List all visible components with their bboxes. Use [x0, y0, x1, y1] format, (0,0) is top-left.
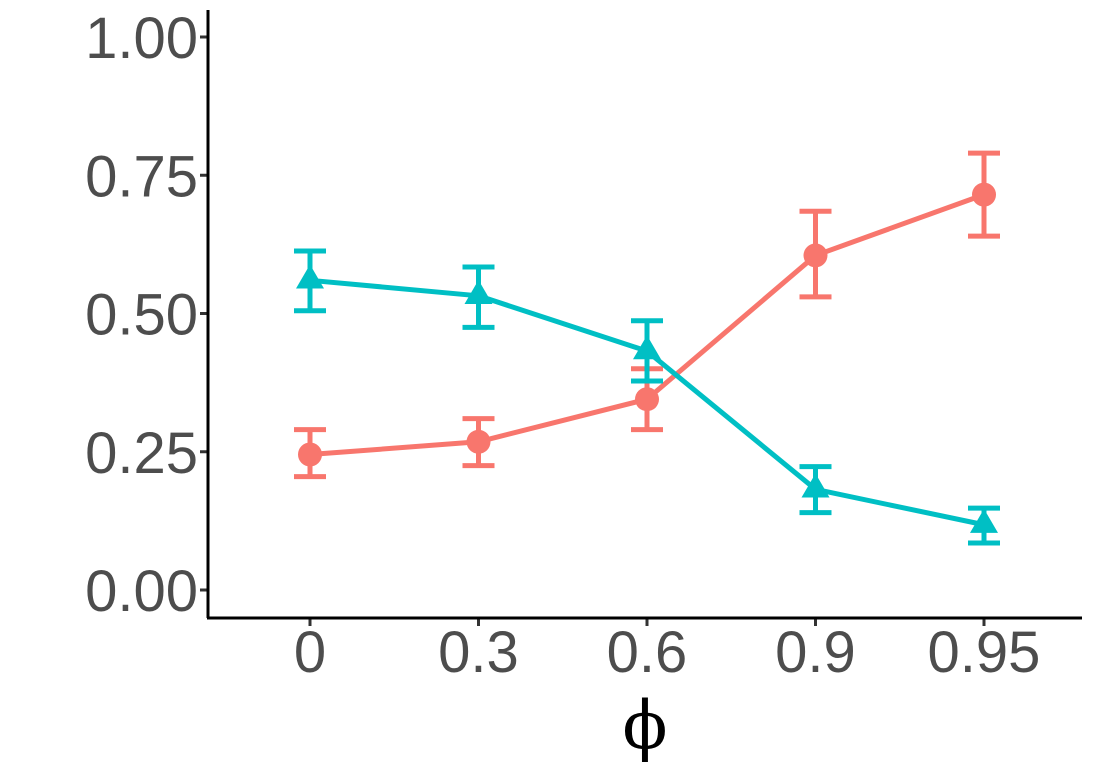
y-tick-label: 0.25 [85, 421, 198, 486]
x-tick-label: 0.95 [928, 620, 1041, 685]
y-tick-label: 0.00 [85, 559, 198, 624]
data-point-triangle [464, 279, 493, 304]
data-point-circle [635, 387, 659, 412]
series-layer [294, 150, 1000, 546]
data-point-circle [466, 429, 491, 454]
data-point-circle [298, 442, 322, 467]
series-teal-triangle [294, 248, 1000, 546]
x-tick-label: 0.3 [438, 620, 519, 685]
data-point-circle [972, 182, 996, 207]
data-point-circle [803, 243, 828, 268]
series-red-circle [294, 150, 1000, 480]
data-point-triangle [296, 264, 324, 289]
x-tick-label: 0.6 [607, 620, 688, 685]
data-point-triangle [970, 508, 998, 533]
x-tick-label: 0 [294, 620, 326, 685]
x-axis-title: ϕ [623, 687, 668, 764]
data-point-triangle [801, 473, 830, 498]
y-tick-label: 1.00 [85, 6, 198, 71]
x-axis-ticks: 0 0.3 0.6 0.9 0.95 [294, 618, 1041, 685]
data-point-triangle [633, 335, 661, 360]
y-tick-label: 0.50 [85, 283, 198, 348]
y-tick-label: 0.75 [85, 144, 198, 209]
y-axis-ticks: 0.00 0.25 0.50 0.75 1.00 [85, 6, 208, 624]
x-tick-label: 0.9 [775, 620, 856, 685]
